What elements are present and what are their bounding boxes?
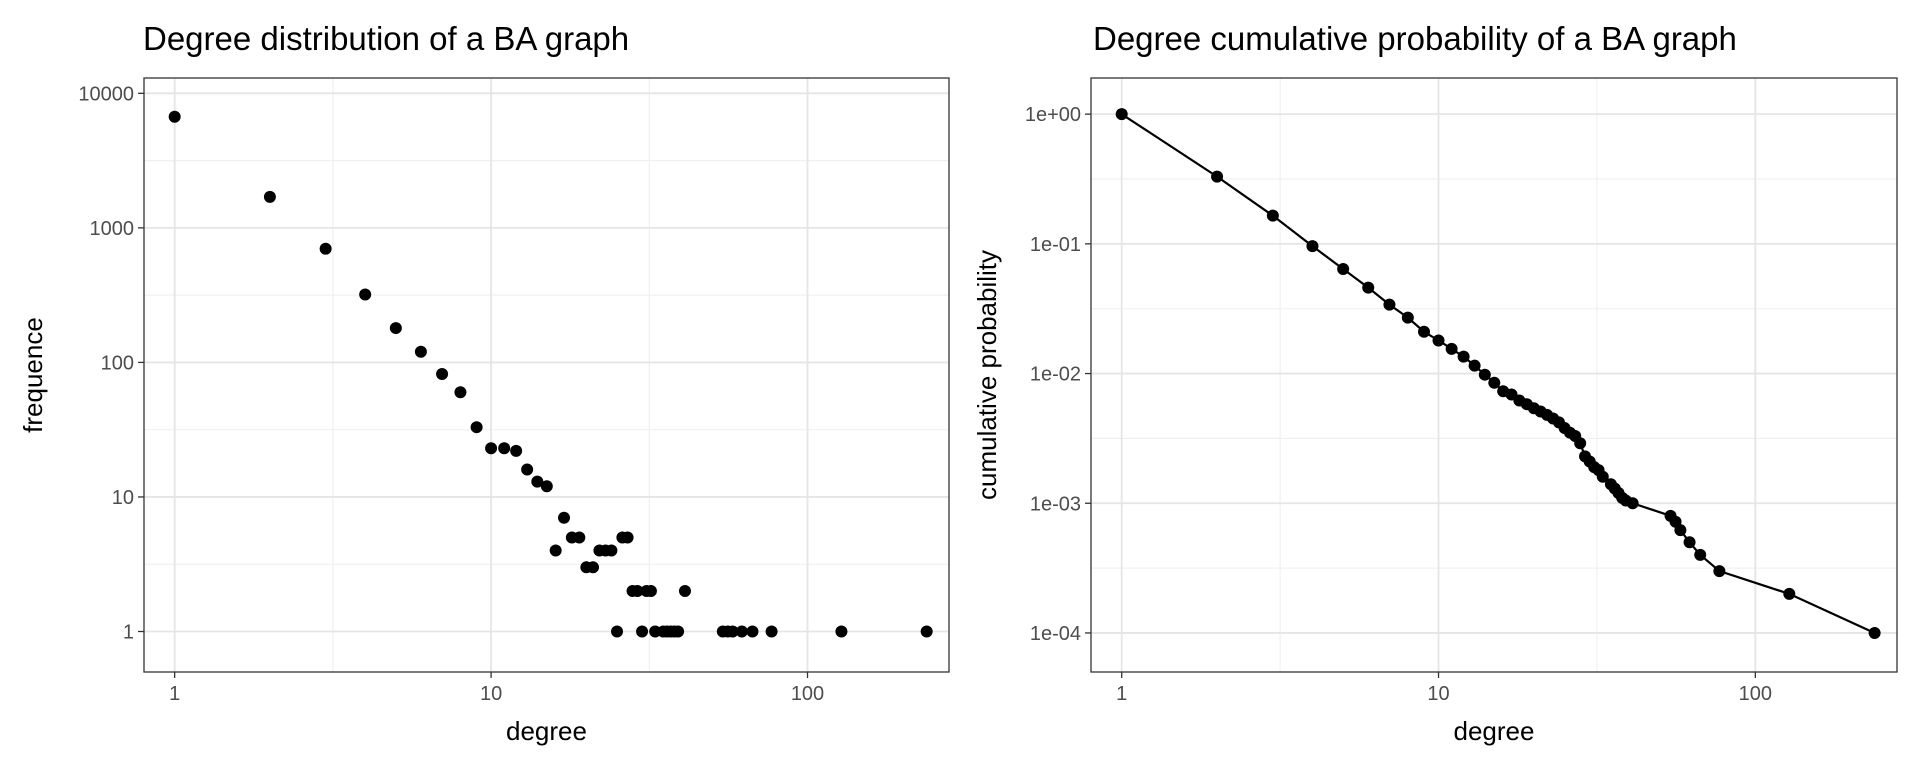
major-grid [1091, 78, 1897, 672]
data-point [765, 625, 778, 638]
data-point [359, 288, 372, 301]
x-tick-label: 1 [1116, 683, 1127, 705]
data-point [835, 625, 848, 638]
x-axis-title: degree [1454, 716, 1535, 746]
chart-title: Degree cumulative probability of a BA gr… [1093, 20, 1737, 57]
y-axis-title: cumulative probability [972, 250, 1002, 500]
data-point [1337, 262, 1350, 275]
axis-ticks: 1 10 100 1 10 100 1000 10000 [78, 83, 824, 705]
x-tick-label: 100 [1739, 683, 1772, 705]
data-point [454, 386, 467, 399]
data-point [1468, 359, 1481, 372]
y-tick-label: 10000 [78, 83, 134, 105]
cumulative-probability-panel: Degree cumulative probability of a BA gr… [960, 0, 1920, 768]
data-point [636, 625, 649, 638]
data-point [1713, 565, 1726, 578]
data-point [1383, 298, 1396, 311]
data-point [735, 625, 748, 638]
data-point [573, 531, 586, 544]
y-tick-label: 1e-02 [1030, 364, 1081, 386]
data-point [1783, 587, 1796, 600]
axis-ticks: 1 10 100 1e+00 1e-01 1e-02 1e-03 1e-04 [1025, 104, 1772, 705]
chart-title: Degree distribution of a BA graph [143, 20, 630, 57]
data-point [485, 442, 498, 455]
minor-grid [144, 78, 949, 672]
cumulative-probability-chart: 1 10 100 1e+00 1e-01 1e-02 1e-03 1e-04 degree cum… [972, 77, 1898, 746]
data-point [1418, 325, 1431, 338]
x-tick-label: 1 [169, 683, 180, 705]
data-point [621, 531, 634, 544]
data-point [549, 544, 562, 557]
y-tick-label: 1 [123, 621, 134, 643]
data-point [1306, 240, 1319, 253]
data-point [1694, 548, 1707, 561]
y-tick-label: 1e+00 [1025, 104, 1081, 126]
y-tick-label: 10 [112, 487, 134, 509]
x-tick-label: 100 [791, 683, 824, 705]
minor-grid [1091, 78, 1897, 672]
data-point [726, 625, 739, 638]
data-point [1211, 170, 1224, 183]
data-series [1115, 108, 1881, 639]
data-series [168, 110, 933, 638]
y-tick-label: 1000 [90, 218, 135, 240]
data-point [1868, 626, 1881, 639]
data-point [1596, 470, 1609, 483]
degree-distribution-panel: Degree distribution of a BA graph 1 10 100… [18, 20, 950, 746]
data-point [1478, 368, 1491, 381]
major-grid [144, 78, 949, 672]
data-point [644, 584, 657, 597]
data-point [611, 625, 624, 638]
y-tick-label: 1e-04 [1030, 623, 1081, 645]
y-axis-title: frequence [18, 317, 48, 433]
data-point [319, 242, 332, 255]
data-point [678, 584, 691, 597]
data-point [746, 625, 759, 638]
y-tick-label: 1e-03 [1030, 493, 1081, 515]
data-point [1457, 350, 1470, 363]
y-tick-label: 1e-01 [1030, 234, 1081, 256]
data-point [1683, 536, 1696, 549]
x-tick-label: 10 [1427, 683, 1449, 705]
data-point [263, 190, 276, 203]
x-axis-title: degree [506, 716, 587, 746]
data-point [1266, 209, 1279, 222]
y-tick-label: 100 [101, 352, 134, 374]
data-point [672, 625, 685, 638]
data-point [389, 322, 402, 335]
data-point [920, 625, 933, 638]
data-point [1574, 437, 1587, 450]
data-point [1401, 311, 1414, 324]
data-point [498, 442, 511, 455]
panel-border [1090, 77, 1898, 673]
data-point [631, 584, 644, 597]
data-point [558, 511, 571, 524]
data-point [1626, 497, 1639, 510]
data-point [605, 544, 618, 557]
data-point [521, 463, 534, 476]
data-point [587, 561, 600, 574]
data-point [510, 444, 523, 457]
data-point [1362, 281, 1375, 294]
data-point [1445, 342, 1458, 355]
data-point [1432, 334, 1445, 347]
degree-distribution-chart: 1 10 100 1 10 100 1000 10000 degree frequence [18, 77, 950, 746]
data-point [414, 345, 427, 358]
data-point [540, 480, 553, 493]
data-point [436, 368, 449, 381]
data-point [1488, 376, 1501, 389]
x-tick-label: 10 [480, 683, 502, 705]
panel-border [143, 77, 950, 673]
data-point [470, 421, 483, 434]
data-point [1674, 524, 1687, 537]
data-point [168, 110, 181, 123]
data-point [531, 475, 544, 488]
data-point [1115, 108, 1128, 121]
